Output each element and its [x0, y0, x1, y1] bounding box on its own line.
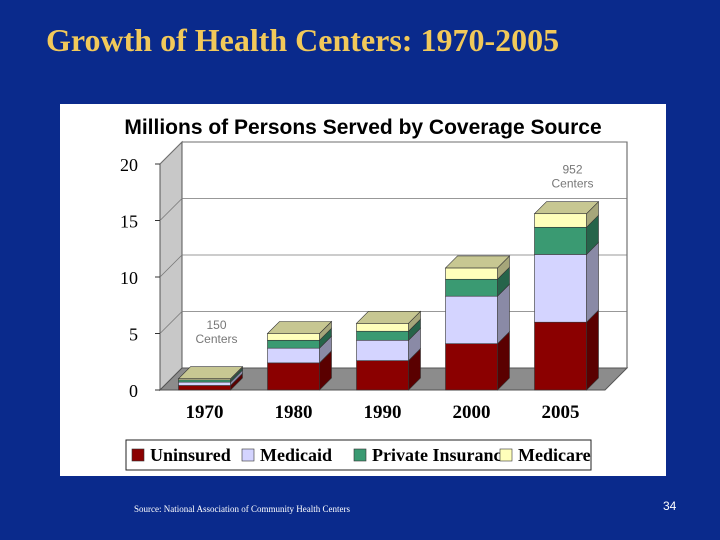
y-tick-label: 15	[120, 212, 138, 232]
bar-top	[444, 255, 511, 269]
x-tick-label: 1990	[364, 402, 402, 423]
legend-swatch	[499, 448, 513, 462]
bar-segment-side	[586, 241, 599, 323]
bar-segment	[178, 385, 231, 391]
bar-top	[266, 321, 333, 334]
bar-annotation: 150	[206, 318, 226, 332]
y-gridline	[159, 141, 627, 165]
bar-segment-side	[586, 309, 599, 391]
bar-annotation: Centers	[195, 332, 237, 346]
bar-segment	[356, 323, 409, 332]
chart-title: Millions of Persons Served by Coverage S…	[124, 116, 601, 139]
legend-label: Medicaid	[260, 445, 332, 465]
bar-segment	[534, 213, 587, 228]
bar-segment	[267, 339, 320, 349]
bar-segment	[445, 267, 498, 280]
x-tick-label: 1970	[186, 402, 224, 423]
bar-segment	[445, 343, 498, 391]
legend-swatch	[353, 448, 367, 462]
legend-label: Private Insurance	[372, 445, 509, 465]
y-gridline	[159, 254, 627, 278]
bar-segment	[356, 339, 409, 361]
x-tick-label: 1980	[275, 402, 313, 423]
x-tick-label: 2000	[453, 402, 491, 423]
bar-segment	[178, 381, 231, 386]
bar-segment	[534, 254, 587, 323]
bar-segment	[178, 379, 231, 383]
bar-segment	[534, 321, 587, 391]
legend-swatch	[241, 448, 255, 462]
y-tick-label: 5	[129, 325, 138, 345]
bar-top	[533, 201, 600, 215]
bar-top	[177, 366, 244, 380]
legend-label: Medicare	[518, 445, 591, 465]
bar-segment	[267, 347, 320, 364]
legend-swatch	[131, 448, 145, 462]
bar-segment	[356, 360, 409, 391]
bar-segment	[267, 333, 320, 341]
y-tick-label: 10	[120, 268, 138, 288]
legend-label: Uninsured	[150, 445, 231, 465]
bar-annotation: 952	[562, 163, 582, 177]
bar-segment	[267, 362, 320, 391]
bar-segment	[534, 226, 587, 255]
page-number: 34	[663, 499, 677, 513]
y-gridline	[159, 198, 627, 221]
y-tick-label: 20	[120, 155, 138, 175]
bar-annotation: Centers	[551, 177, 593, 191]
x-tick-label: 2005	[542, 402, 580, 423]
chart-panel: Millions of Persons Served by Coverage S…	[60, 104, 666, 476]
bar-top	[355, 311, 422, 324]
source-note: Source: National Association of Communit…	[134, 504, 350, 514]
bar-segment	[445, 278, 498, 297]
bar-segment	[445, 295, 498, 344]
stacked-bar-chart: Millions of Persons Served by Coverage S…	[120, 116, 629, 471]
y-tick-label: 0	[129, 381, 138, 401]
bar-segment	[356, 330, 409, 341]
slide-title: Growth of Health Centers: 1970-2005	[46, 22, 560, 58]
